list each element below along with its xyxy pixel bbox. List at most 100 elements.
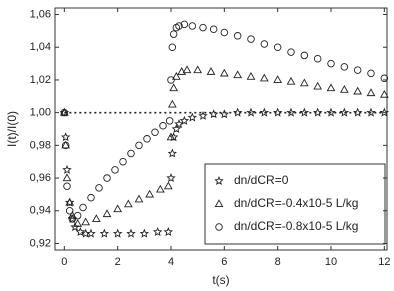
marker (139, 228, 150, 238)
marker (65, 207, 74, 215)
marker (326, 83, 336, 92)
marker (187, 112, 198, 122)
marker (63, 182, 71, 190)
y-tick-label: 0,92 (30, 237, 51, 249)
marker (179, 115, 190, 125)
marker (182, 65, 192, 74)
marker (366, 88, 376, 97)
marker (119, 157, 127, 166)
marker (86, 228, 96, 238)
marker (73, 219, 83, 227)
marker (79, 203, 87, 212)
marker (208, 109, 219, 119)
marker (155, 184, 165, 193)
x-tick-label: 4 (168, 256, 174, 268)
marker (163, 181, 173, 190)
marker (198, 110, 208, 120)
marker (91, 214, 101, 222)
marker (151, 128, 159, 137)
marker (272, 107, 283, 117)
marker (167, 99, 177, 108)
marker (209, 25, 218, 34)
marker (353, 66, 362, 74)
marker (135, 141, 143, 150)
x-tick-label: 0 (61, 256, 67, 268)
y-tick-label: 0,98 (30, 139, 51, 151)
marker (247, 35, 255, 43)
marker (111, 166, 119, 174)
marker (102, 209, 112, 218)
x-tick-label: 8 (275, 256, 281, 268)
marker (312, 107, 323, 117)
marker (259, 107, 270, 117)
marker (169, 83, 179, 92)
y-tick-label: 0,94 (30, 205, 51, 217)
marker (339, 85, 349, 93)
legend-marker (214, 176, 224, 186)
marker (167, 148, 178, 158)
marker (60, 132, 71, 142)
marker (103, 174, 111, 182)
marker (273, 75, 283, 83)
marker (313, 54, 322, 63)
marker (112, 228, 123, 238)
marker (327, 59, 335, 68)
marker (166, 132, 176, 141)
marker (233, 70, 243, 79)
marker (126, 228, 136, 238)
marker (299, 78, 309, 87)
marker (61, 140, 71, 149)
marker (219, 68, 229, 77)
x-tick-label: 12 (378, 256, 390, 268)
marker (353, 86, 363, 95)
marker (113, 204, 123, 213)
marker (143, 135, 151, 143)
marker (199, 23, 207, 32)
marker (95, 184, 103, 192)
marker (169, 30, 178, 38)
marker (87, 193, 95, 202)
marker (81, 217, 91, 226)
marker (167, 76, 175, 84)
plot-frame (54, 7, 388, 251)
marker (299, 107, 310, 117)
marker (326, 107, 336, 117)
marker (134, 194, 144, 203)
marker (163, 227, 174, 237)
marker (61, 141, 70, 150)
x-tick-label: 2 (115, 256, 121, 268)
marker (177, 67, 187, 75)
marker (127, 149, 135, 158)
marker (174, 119, 184, 129)
marker (123, 199, 133, 208)
marker (175, 22, 183, 30)
marker (352, 107, 363, 117)
marker (366, 107, 376, 117)
legend-box (204, 163, 386, 245)
y-tick-label: 1,00 (30, 107, 51, 119)
marker (260, 40, 269, 48)
marker (379, 107, 390, 117)
marker (180, 20, 189, 29)
marker (219, 109, 230, 119)
y-axis-title: I(t)/I(0) (5, 111, 19, 147)
marker (64, 197, 75, 207)
marker (286, 107, 296, 117)
marker (165, 117, 174, 125)
y-tick-label: 1,02 (30, 74, 51, 86)
marker (171, 71, 181, 80)
marker (145, 189, 155, 198)
marker (166, 173, 176, 183)
marker (220, 28, 229, 37)
marker (193, 65, 203, 74)
x-tick-label: 10 (325, 256, 337, 268)
marker (188, 22, 197, 30)
marker (99, 228, 110, 238)
marker (259, 73, 269, 82)
marker (313, 81, 323, 90)
legend-marker (215, 223, 223, 231)
marker (300, 51, 309, 60)
marker (70, 222, 80, 232)
marker (367, 69, 375, 78)
marker (152, 227, 163, 237)
